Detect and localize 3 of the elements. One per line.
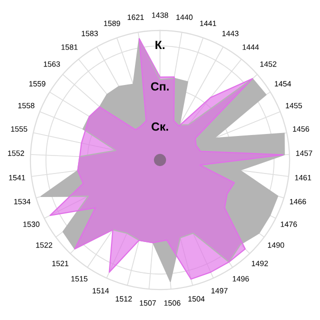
y-tick-label: Ск. — [152, 122, 168, 131]
y-tick-label: Сп. — [151, 82, 169, 91]
y-tick-label: К. — [156, 40, 164, 50]
